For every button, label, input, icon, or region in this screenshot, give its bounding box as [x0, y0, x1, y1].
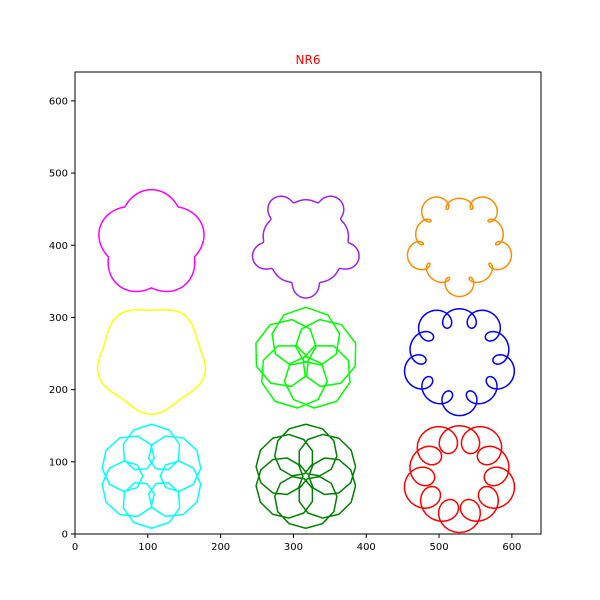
- x-tick-label: 400: [357, 542, 376, 553]
- series-curve-9: [403, 424, 516, 534]
- series-curve-8: [255, 423, 357, 529]
- series-curve-3: [406, 196, 513, 298]
- series-curve-2: [251, 195, 360, 299]
- series-curve-7: [101, 423, 202, 529]
- series-curve-4: [96, 309, 207, 415]
- x-tick-label: 500: [430, 542, 449, 553]
- x-axis: 0 100 200 300 400 500 600: [72, 534, 521, 553]
- x-tick-label: 0: [72, 542, 78, 553]
- y-tick-label: 500: [49, 169, 68, 180]
- x-tick-label: 100: [138, 542, 157, 553]
- x-tick-label: 200: [211, 542, 230, 553]
- y-tick-label: 100: [49, 457, 68, 468]
- x-tick-label: 600: [502, 542, 521, 553]
- y-tick-label: 400: [49, 241, 68, 252]
- y-axis: 0 100 200 300 400 500 600: [49, 96, 75, 541]
- series-curve-1: [98, 188, 205, 293]
- y-tick-label: 200: [49, 385, 68, 396]
- series-curve-6: [403, 308, 516, 417]
- series-curve-5: [255, 306, 357, 409]
- x-tick-label: 300: [284, 542, 303, 553]
- chart-title: NR6: [296, 53, 321, 67]
- y-tick-label: 600: [49, 96, 68, 107]
- y-tick-label: 0: [62, 530, 68, 541]
- y-tick-label: 300: [49, 313, 68, 324]
- curves-layer: [96, 188, 516, 534]
- plot-area-frame: [74, 71, 542, 535]
